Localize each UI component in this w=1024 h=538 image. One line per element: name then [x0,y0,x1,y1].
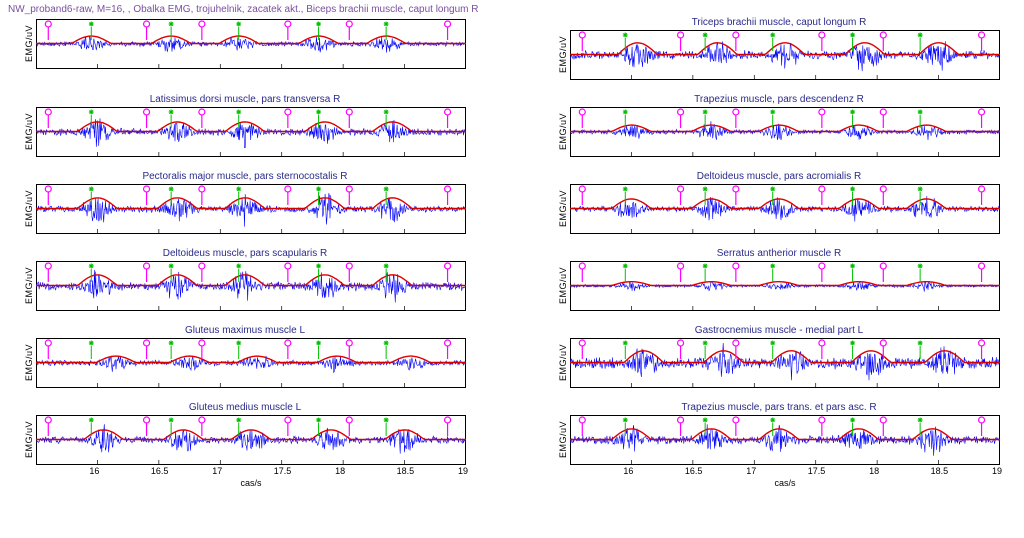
green-marker-icon [89,264,94,269]
y-axis-label: EMG/uV [558,113,568,150]
green-marker-icon [169,418,174,423]
emg-panel: Triceps brachii muscle, caput longum R EM… [542,17,1016,80]
y-axis-label: EMG/uV [558,267,568,304]
green-marker-icon [384,187,389,192]
x-tick-labels: 16 16.5 17 17.5 18 18.5 19 [570,466,1000,477]
emg-plot [570,415,1000,465]
emg-plot [570,261,1000,311]
panel-title: Deltoideus muscle, pars scapularis R [163,248,328,259]
emg-panel: Gluteus maximus muscle L EMG/uV [8,325,482,388]
y-axis-label: EMG/uV [558,190,568,227]
green-marker-icon [384,264,389,269]
panel-title: Trapezius muscle, pars descendenz R [694,94,864,105]
y-axis-label: EMG/uV [24,190,34,227]
green-marker-icon [384,341,389,346]
panel-title: Pectoralis major muscle, pars sternocost… [142,171,347,182]
panel-title: Gastrocnemius muscle - medial part L [695,325,863,336]
green-marker-icon [316,418,321,423]
x-tick-label: 16.5 [685,466,703,476]
emg-panel: Gastrocnemius muscle - medial part L EMG/… [542,325,1016,388]
emg-panel: Latissimus dorsi muscle, pars transversa… [8,94,482,157]
emg-plot [570,30,1000,80]
y-axis-label: EMG/uV [558,421,568,458]
panel-title: Triceps brachii muscle, caput longum R [692,17,867,28]
panel-title: Gluteus medius muscle L [189,402,301,413]
panel-title: Serratus antherior muscle R [717,248,842,259]
emg-plot [36,338,466,388]
emg-panel: Serratus antherior muscle R EMG/uV [542,248,1016,311]
x-tick-label: 17.5 [274,466,292,476]
y-axis-label: EMG/uV [24,421,34,458]
emg-panel: Deltoideus muscle, pars scapularis R EMG/… [8,248,482,311]
x-tick-labels: 16 16.5 17 17.5 18 18.5 19 [36,466,466,477]
emg-panel: Gluteus medius muscle L EMG/uV 16 16.5 17 17.… [8,402,482,488]
emg-plot [36,261,466,311]
green-marker-icon [236,187,241,192]
green-marker-icon [89,187,94,192]
green-marker-icon [384,418,389,423]
x-tick-label: 16.5 [151,466,169,476]
x-axis-label: cas/s [570,478,1000,488]
green-marker-icon [169,187,174,192]
x-tick-label: 19 [458,466,468,476]
y-axis-label: EMG/uV [24,113,34,150]
green-marker-icon [384,110,389,115]
emg-plot [570,184,1000,234]
green-marker-icon [236,418,241,423]
x-tick-label: 18.5 [397,466,415,476]
emg-plot [36,107,466,157]
x-tick-label: 16 [89,466,99,476]
x-tick-label: 19 [992,466,1002,476]
green-marker-icon [236,110,241,115]
x-tick-label: 17.5 [808,466,826,476]
green-marker-icon [236,22,241,27]
emg-plot [570,107,1000,157]
green-marker-icon [236,341,241,346]
x-tick-label: 18 [335,466,345,476]
emg-panel: EMG/uV [8,17,482,80]
header-text: NW_proband6-raw, M=16, , Obalka EMG, tro… [8,4,1016,15]
green-marker-icon [169,110,174,115]
x-axis-label: cas/s [36,478,466,488]
y-axis-label: EMG/uV [24,25,34,62]
emg-panel: Deltoideus muscle, pars acromialis R EMG/… [542,171,1016,234]
green-marker-icon [89,110,94,115]
emg-plot [36,19,466,69]
green-marker-icon [236,264,241,269]
x-tick-label: 18.5 [931,466,949,476]
emg-panel: Pectoralis major muscle, pars sternocost… [8,171,482,234]
green-marker-icon [169,341,174,346]
emg-plot [36,184,466,234]
x-tick-label: 16 [623,466,633,476]
x-tick-label: 17 [746,466,756,476]
green-marker-icon [316,110,321,115]
panel-title: Gluteus maximus muscle L [185,325,305,336]
panel-title: Latissimus dorsi muscle, pars transversa… [150,94,341,105]
y-axis-label: EMG/uV [558,36,568,73]
green-marker-icon [316,264,321,269]
green-marker-icon [316,22,321,27]
green-marker-icon [89,22,94,27]
emg-plot [36,415,466,465]
green-marker-icon [169,22,174,27]
emg-panel: Trapezius muscle, pars trans. et pars as… [542,402,1016,488]
panel-title: Trapezius muscle, pars trans. et pars as… [681,402,876,413]
green-marker-icon [89,341,94,346]
x-tick-label: 17 [212,466,222,476]
green-marker-icon [384,22,389,27]
green-marker-icon [316,341,321,346]
y-axis-label: EMG/uV [24,267,34,304]
green-marker-icon [316,187,321,192]
y-axis-label: EMG/uV [558,344,568,381]
green-marker-icon [89,418,94,423]
x-tick-label: 18 [869,466,879,476]
emg-plot [570,338,1000,388]
y-axis-label: EMG/uV [24,344,34,381]
panel-grid: EMG/uVTriceps brachii muscle, caput long… [8,17,1016,488]
green-marker-icon [169,264,174,269]
panel-title: Deltoideus muscle, pars acromialis R [697,171,862,182]
emg-panel: Trapezius muscle, pars descendenz R EMG/u… [542,94,1016,157]
